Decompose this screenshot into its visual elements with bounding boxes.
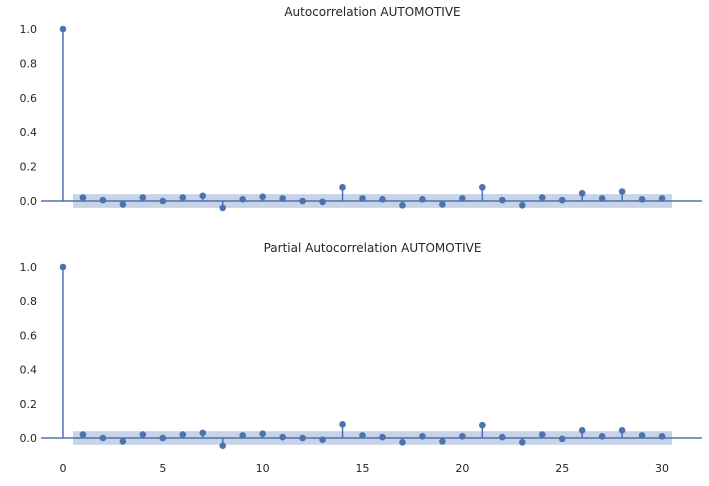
y-tick-label: 0.6 [20,329,38,342]
stem-marker [459,432,466,440]
stem-marker [538,194,546,201]
stem-marker [638,432,646,439]
stem-marker [518,438,526,446]
stem-marker [299,434,306,442]
stem-marker [319,198,326,206]
y-tick-label: 0.2 [20,161,38,174]
stem-marker [499,196,506,204]
stem-marker [459,195,466,202]
stem-marker [439,438,446,445]
stem-marker [279,195,286,202]
stem-marker [159,434,167,442]
stem-marker [399,202,406,209]
y-tick-label: 1.0 [20,23,38,36]
chart-title: Partial Autocorrelation AUTOMOTIVE [264,241,482,255]
stem-marker [159,197,167,205]
y-tick-label: 0.4 [20,126,38,139]
stem-marker [379,195,386,203]
y-tick-label: 0.2 [20,398,38,411]
stem-marker [359,195,366,202]
x-tick-label: 15 [356,462,370,475]
stem-marker [558,435,566,443]
stem-marker [219,442,227,449]
stem-marker [319,436,326,444]
stem-marker [658,432,666,440]
x-tick-label: 20 [455,462,469,475]
stem-marker [239,195,246,203]
chart-title: Autocorrelation AUTOMOTIVE [284,5,460,19]
x-tick-label: 30 [655,462,669,475]
x-tick-label: 0 [59,462,66,475]
stem-marker [419,432,426,440]
y-tick-label: 0.6 [20,92,38,105]
stem-marker [119,201,127,208]
stem-marker [119,438,127,445]
stem-marker [279,433,286,441]
stem-marker [578,189,586,197]
x-tick-label: 5 [159,462,166,475]
acf-panel: Autocorrelation AUTOMOTIVE 0.0 0.2 0.4 0.6 0.… [20,5,702,212]
stem-marker [59,25,67,33]
stem-marker [219,204,227,212]
stem-marker [439,201,446,208]
stem-marker [399,438,406,446]
stem-marker [179,194,187,201]
y-tick-label: 0.0 [20,432,38,445]
stem-marker [379,433,386,441]
y-tick-label: 0.8 [20,57,38,70]
stem-marker [339,421,346,428]
y-tick-label: 0.8 [20,295,38,308]
y-tick-label: 0.4 [20,364,38,377]
x-tick-label: 10 [256,462,270,475]
stem-marker [618,427,626,434]
stem-marker [199,192,207,200]
stem-marker [638,195,646,203]
stem-marker [479,421,486,429]
stem-marker [658,195,666,202]
stem-marker [199,429,207,437]
stem-marker [499,433,506,441]
stem-marker [299,197,306,205]
stem-marker [359,432,366,439]
stem-marker [79,194,87,201]
stem-marker [598,195,606,202]
stem-marker [259,193,266,200]
y-tick-label: 0.0 [20,195,38,208]
stem-marker [538,431,546,438]
stem-marker [179,431,187,438]
stem-marker [259,430,266,438]
stem-marker [578,427,586,434]
stem-marker [558,196,566,204]
stem-marker [339,183,346,191]
stem-marker [518,202,526,209]
stem-marker [99,196,107,204]
stem-marker [139,431,147,438]
y-tick-label: 1.0 [20,261,38,274]
stem-marker [618,188,626,195]
stem-marker [139,194,147,201]
stem-marker [239,432,246,439]
stem-marker [598,432,606,440]
stem-marker [99,434,107,442]
pacf-panel: Partial Autocorrelation AUTOMOTIVE 0.0 0.2… [20,241,702,475]
stem-marker [419,195,426,203]
x-tick-label: 25 [555,462,569,475]
stem-marker [59,263,67,271]
stem-marker [479,183,486,191]
stem-marker [79,431,87,438]
